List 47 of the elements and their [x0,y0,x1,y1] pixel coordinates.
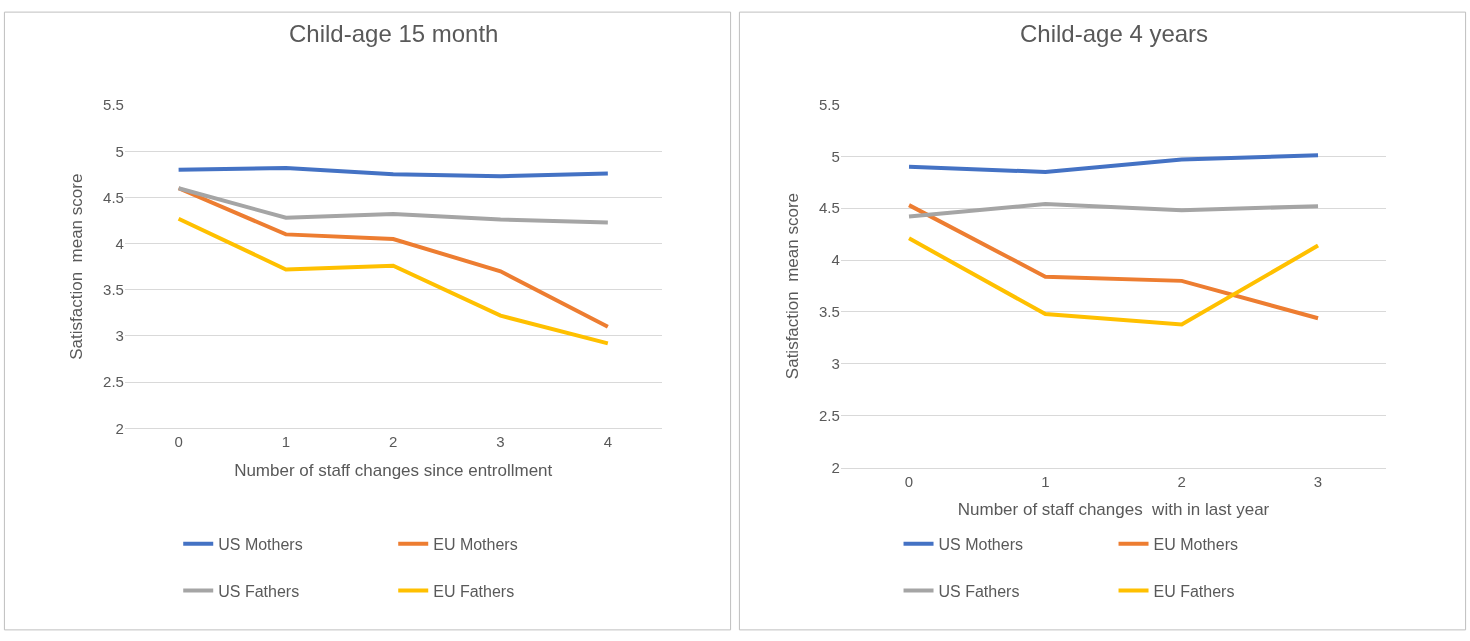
y-tick-label: 2.5 [818,407,840,425]
x-tick-label: 4 [603,433,613,451]
x-tick-label: 0 [904,472,914,490]
chart-title: Child-age 15 month [289,20,499,47]
y-tick-label: 4.5 [818,199,840,217]
x-axis-title: Number of staff changes with in last year [957,500,1270,520]
y-tick-label: 3 [115,327,124,345]
y-tick-label: 4.5 [103,188,124,206]
y-tick-label: 3.5 [818,303,840,321]
line-series [176,165,610,179]
line-series [907,153,1321,174]
y-tick-label: 4 [831,251,840,269]
x-tick-label: 3 [496,433,505,451]
y-tick-label: 4 [115,234,124,252]
x-tick-label: 0 [174,433,183,451]
y-tick-label: 5 [115,142,124,160]
y-tick-label: 2 [831,458,840,476]
y-tick-label: 2.5 [103,373,124,391]
legend-label: US Mothers [938,536,1023,554]
legend-label: EU Fathers [433,582,515,600]
line-series [176,186,610,329]
line-series [907,203,1321,321]
legend-label: US Fathers [938,582,1020,600]
chart-title: Child-age 4 years [1020,20,1209,47]
y-tick-label: 5.5 [818,95,840,113]
y-tick-label: 3 [831,355,840,373]
y-tick-label: 5.5 [103,96,124,114]
y-tick-label: 5 [831,147,840,165]
y-tick-label: 3.5 [103,281,124,299]
y-axis-title: Satisfaction mean score [782,192,802,380]
legend-label: EU Mothers [433,536,518,554]
x-axis-title: Number of staff changes since entrollment [234,460,553,480]
y-axis-title: Satisfaction mean score [66,173,86,360]
x-tick-label: 2 [389,433,398,451]
x-tick-label: 1 [281,433,291,451]
line-series [907,236,1321,327]
legend-label: US Fathers [218,582,300,600]
y-tick-label: 2 [115,419,124,437]
x-tick-label: 1 [1041,472,1050,490]
legend-label: EU Mothers [1153,536,1238,554]
line-series [907,202,1321,219]
x-tick-label: 3 [1313,472,1323,490]
x-tick-label: 2 [1177,472,1186,490]
line-series [176,186,610,225]
legend-label: US Mothers [218,536,303,554]
line-series [176,216,610,346]
legend-label: EU Fathers [1153,582,1235,600]
